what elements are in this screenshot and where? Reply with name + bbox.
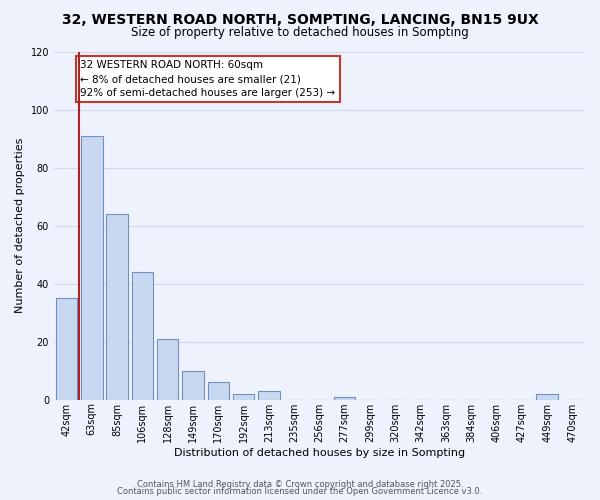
Bar (258, 391, 280, 400)
Text: 32, WESTERN ROAD NORTH, SOMPTING, LANCING, BN15 9UX: 32, WESTERN ROAD NORTH, SOMPTING, LANCIN… (62, 12, 538, 26)
Bar (233, 394, 254, 400)
Bar (182, 370, 204, 400)
Bar (208, 382, 229, 400)
Text: 32 WESTERN ROAD NORTH: 60sqm
← 8% of detached houses are smaller (21)
92% of sem: 32 WESTERN ROAD NORTH: 60sqm ← 8% of det… (80, 60, 335, 98)
Text: Contains public sector information licensed under the Open Government Licence v3: Contains public sector information licen… (118, 488, 482, 496)
Bar (536, 394, 558, 400)
Text: Contains HM Land Registry data © Crown copyright and database right 2025.: Contains HM Land Registry data © Crown c… (137, 480, 463, 489)
X-axis label: Distribution of detached houses by size in Sompting: Distribution of detached houses by size … (174, 448, 465, 458)
Bar (106, 214, 128, 400)
Bar (334, 397, 355, 400)
Text: Size of property relative to detached houses in Sompting: Size of property relative to detached ho… (131, 26, 469, 39)
Bar (157, 338, 178, 400)
Bar (56, 298, 77, 400)
Y-axis label: Number of detached properties: Number of detached properties (15, 138, 25, 314)
Bar (131, 272, 153, 400)
Bar (81, 136, 103, 400)
